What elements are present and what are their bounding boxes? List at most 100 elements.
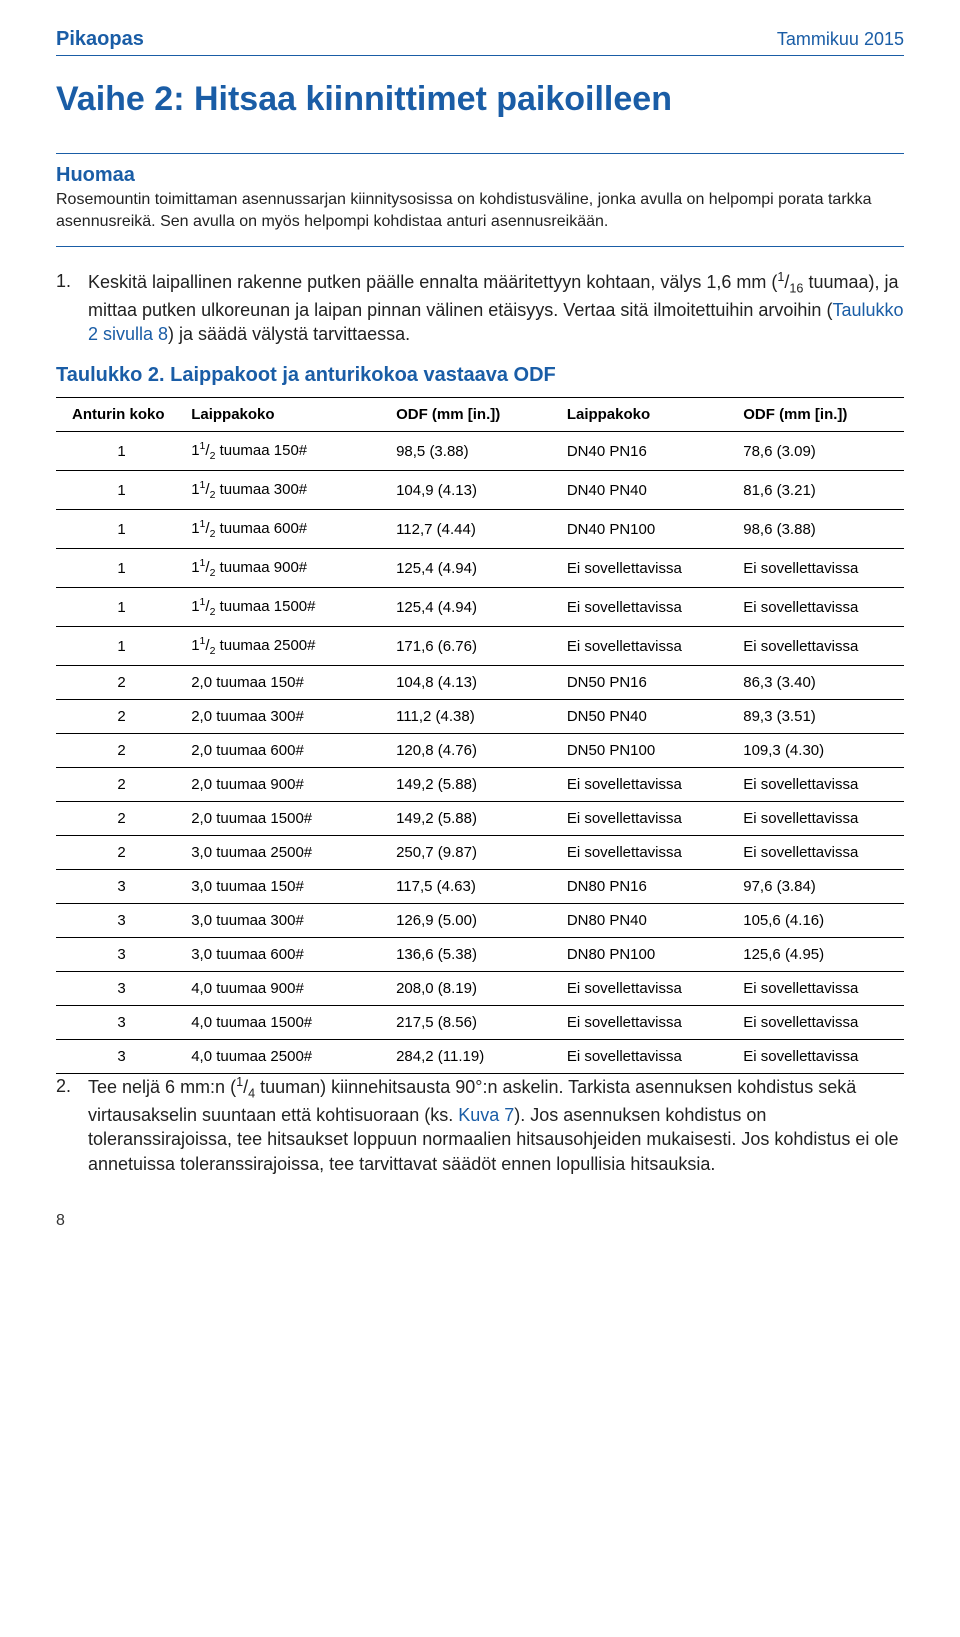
cell-odf-1: 104,9 (4.13) [386, 471, 557, 510]
cell-laippakoko-1: 2,0 tuumaa 1500# [181, 802, 386, 836]
cell-laippakoko-2: Ei sovellettavissa [557, 1006, 733, 1040]
table-row: 111/2 tuumaa 300#104,9 (4.13)DN40 PN4081… [56, 471, 904, 510]
cell-laippakoko-1: 3,0 tuumaa 300# [181, 904, 386, 938]
cell-odf-2: 105,6 (4.16) [733, 904, 904, 938]
cell-odf-1: 136,6 (5.38) [386, 938, 557, 972]
cell-odf-1: 250,7 (9.87) [386, 836, 557, 870]
step-1-text: Keskitä laipallinen rakenne putken pääll… [88, 269, 904, 346]
cell-laippakoko-2: Ei sovellettavissa [557, 588, 733, 627]
cell-laippakoko-1: 3,0 tuumaa 600# [181, 938, 386, 972]
table-row: 34,0 tuumaa 2500#284,2 (11.19)Ei sovelle… [56, 1040, 904, 1074]
table-row: 33,0 tuumaa 300#126,9 (5.00)DN80 PN40105… [56, 904, 904, 938]
table-header: Laippakoko [181, 398, 386, 432]
cell-anturin-koko: 2 [56, 700, 181, 734]
step-list-continued: 2. Tee neljä 6 mm:n (1/4 tuuman) kiinneh… [56, 1074, 904, 1175]
section-title: Vaihe 2: Hitsaa kiinnittimet paikoilleen [56, 80, 904, 119]
fraction-numerator: 1 [236, 1075, 243, 1089]
step-number: 2. [56, 1074, 76, 1175]
cell-odf-1: 111,2 (4.38) [386, 700, 557, 734]
cell-odf-2: Ei sovellettavissa [733, 768, 904, 802]
cell-laippakoko-1: 2,0 tuumaa 600# [181, 734, 386, 768]
cell-laippakoko-2: DN40 PN40 [557, 471, 733, 510]
cell-laippakoko-2: DN50 PN100 [557, 734, 733, 768]
cell-odf-1: 217,5 (8.56) [386, 1006, 557, 1040]
cell-odf-1: 125,4 (4.94) [386, 588, 557, 627]
page-number: 8 [56, 1212, 904, 1230]
cell-anturin-koko: 1 [56, 627, 181, 666]
cell-laippakoko-2: DN80 PN40 [557, 904, 733, 938]
table-row: 111/2 tuumaa 2500#171,6 (6.76)Ei sovelle… [56, 627, 904, 666]
cell-odf-2: 98,6 (3.88) [733, 510, 904, 549]
cell-laippakoko-2: DN40 PN100 [557, 510, 733, 549]
cell-odf-2: 89,3 (3.51) [733, 700, 904, 734]
cell-anturin-koko: 2 [56, 734, 181, 768]
cell-anturin-koko: 3 [56, 904, 181, 938]
step-2-text: Tee neljä 6 mm:n (1/4 tuuman) kiinnehits… [88, 1074, 904, 1175]
cell-odf-2: Ei sovellettavissa [733, 588, 904, 627]
table-row: 33,0 tuumaa 600#136,6 (5.38)DN80 PN10012… [56, 938, 904, 972]
notice-title: Huomaa [56, 164, 904, 187]
cell-odf-1: 112,7 (4.44) [386, 510, 557, 549]
cell-anturin-koko: 1 [56, 432, 181, 471]
cell-laippakoko-1: 11/2 tuumaa 300# [181, 471, 386, 510]
step-number: 1. [56, 269, 76, 346]
cell-laippakoko-1: 11/2 tuumaa 900# [181, 549, 386, 588]
cell-laippakoko-2: DN80 PN100 [557, 938, 733, 972]
cell-odf-2: 109,3 (4.30) [733, 734, 904, 768]
cell-laippakoko-2: DN50 PN40 [557, 700, 733, 734]
figure-reference-link[interactable]: Kuva 7 [458, 1105, 514, 1125]
fraction-denominator: 16 [789, 282, 803, 296]
table-row: 111/2 tuumaa 600#112,7 (4.44)DN40 PN1009… [56, 510, 904, 549]
table-header: Laippakoko [557, 398, 733, 432]
cell-laippakoko-1: 2,0 tuumaa 900# [181, 768, 386, 802]
cell-laippakoko-2: Ei sovellettavissa [557, 836, 733, 870]
cell-anturin-koko: 1 [56, 549, 181, 588]
cell-anturin-koko: 2 [56, 666, 181, 700]
cell-odf-1: 284,2 (11.19) [386, 1040, 557, 1074]
cell-odf-2: Ei sovellettavissa [733, 802, 904, 836]
cell-odf-2: 81,6 (3.21) [733, 471, 904, 510]
cell-anturin-koko: 2 [56, 768, 181, 802]
step-2: 2. Tee neljä 6 mm:n (1/4 tuuman) kiinneh… [56, 1074, 904, 1175]
table-header-row: Anturin koko Laippakoko ODF (mm [in.]) L… [56, 398, 904, 432]
cell-odf-2: Ei sovellettavissa [733, 972, 904, 1006]
cell-laippakoko-1: 4,0 tuumaa 900# [181, 972, 386, 1006]
table-row: 22,0 tuumaa 300#111,2 (4.38)DN50 PN4089,… [56, 700, 904, 734]
table-row: 22,0 tuumaa 900#149,2 (5.88)Ei sovellett… [56, 768, 904, 802]
text-part: Keskitä laipallinen rakenne putken pääll… [88, 272, 777, 292]
cell-laippakoko-1: 11/2 tuumaa 2500# [181, 627, 386, 666]
step-1: 1. Keskitä laipallinen rakenne putken pä… [56, 269, 904, 346]
cell-odf-2: 86,3 (3.40) [733, 666, 904, 700]
table-header: Anturin koko [56, 398, 181, 432]
cell-laippakoko-2: DN40 PN16 [557, 432, 733, 471]
notice-body: Rosemountin toimittaman asennussarjan ki… [56, 189, 904, 232]
table-header: ODF (mm [in.]) [386, 398, 557, 432]
cell-anturin-koko: 3 [56, 938, 181, 972]
cell-laippakoko-1: 11/2 tuumaa 1500# [181, 588, 386, 627]
cell-odf-2: 78,6 (3.09) [733, 432, 904, 471]
step-list: 1. Keskitä laipallinen rakenne putken pä… [56, 269, 904, 346]
cell-odf-1: 98,5 (3.88) [386, 432, 557, 471]
cell-odf-2: Ei sovellettavissa [733, 627, 904, 666]
cell-odf-1: 126,9 (5.00) [386, 904, 557, 938]
cell-laippakoko-1: 2,0 tuumaa 150# [181, 666, 386, 700]
table-header: ODF (mm [in.]) [733, 398, 904, 432]
notice-box: Huomaa Rosemountin toimittaman asennussa… [56, 153, 904, 247]
table-row: 22,0 tuumaa 1500#149,2 (5.88)Ei sovellet… [56, 802, 904, 836]
cell-odf-1: 149,2 (5.88) [386, 802, 557, 836]
odf-table: Anturin koko Laippakoko ODF (mm [in.]) L… [56, 397, 904, 1074]
cell-anturin-koko: 1 [56, 588, 181, 627]
table-row: 34,0 tuumaa 1500#217,5 (8.56)Ei sovellet… [56, 1006, 904, 1040]
table-row: 22,0 tuumaa 600#120,8 (4.76)DN50 PN10010… [56, 734, 904, 768]
table-row: 22,0 tuumaa 150#104,8 (4.13)DN50 PN1686,… [56, 666, 904, 700]
cell-laippakoko-2: Ei sovellettavissa [557, 1040, 733, 1074]
cell-laippakoko-2: Ei sovellettavissa [557, 627, 733, 666]
cell-odf-1: 120,8 (4.76) [386, 734, 557, 768]
cell-laippakoko-1: 11/2 tuumaa 600# [181, 510, 386, 549]
cell-odf-1: 125,4 (4.94) [386, 549, 557, 588]
cell-odf-2: 125,6 (4.95) [733, 938, 904, 972]
cell-odf-2: Ei sovellettavissa [733, 1040, 904, 1074]
header-left: Pikaopas [56, 28, 144, 51]
page-header: Pikaopas Tammikuu 2015 [56, 28, 904, 56]
table-caption: Taulukko 2. Laippakoot ja anturikokoa va… [56, 364, 904, 387]
